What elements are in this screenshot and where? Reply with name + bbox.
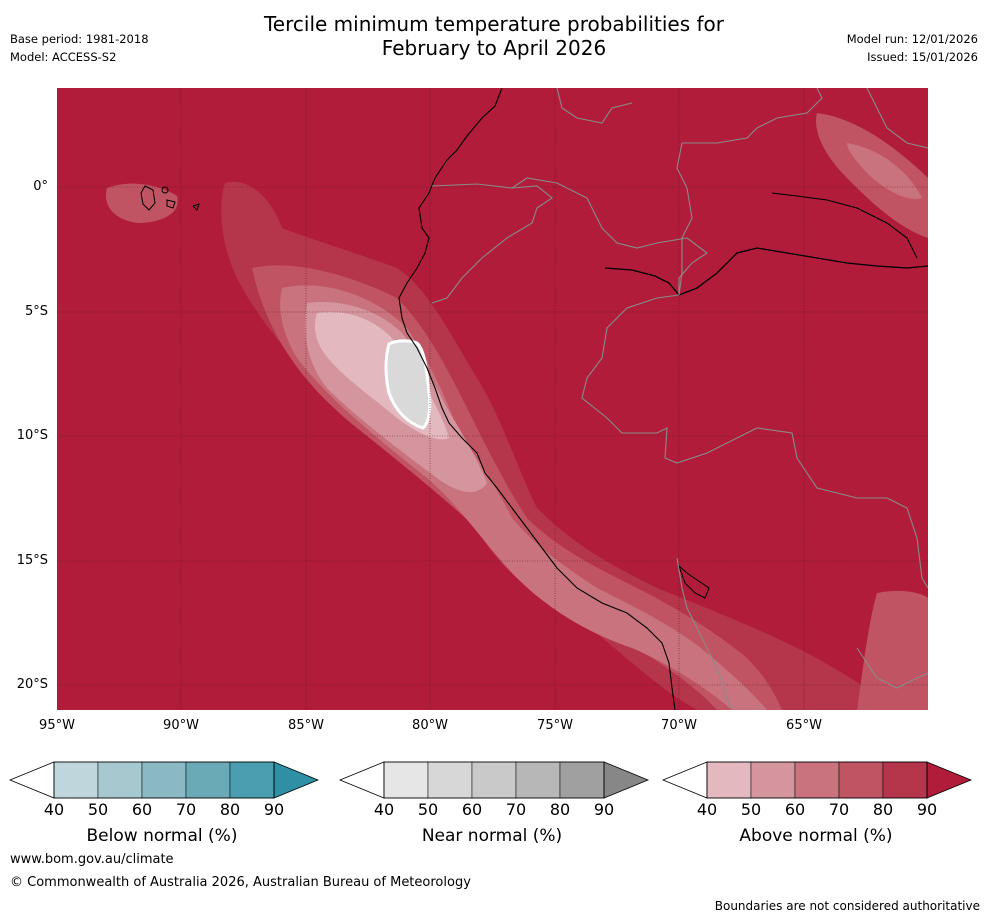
legend-above-tick-90: 90 [916, 800, 938, 819]
lon-label-65w: 65°W [786, 718, 822, 733]
lon-label-70w: 70°W [661, 718, 697, 733]
legend-below-high-extension [273, 761, 320, 799]
footer-note: Boundaries are not considered authoritat… [714, 899, 980, 913]
graticule [57, 88, 928, 710]
near-normal-area [384, 339, 432, 430]
lat-label-0: 0° [33, 179, 48, 194]
legend-label-above: Above normal (%) [739, 826, 893, 846]
legend-near-swatch-40 [383, 761, 429, 799]
legend-label-near: Near normal (%) [421, 826, 563, 846]
legend-near-swatch-50 [427, 761, 473, 799]
map-title: Tercile minimum temperature probabilitie… [0, 12, 988, 60]
country-borders [431, 88, 928, 710]
legend-above-low-extension [661, 761, 708, 799]
legend-below-swatch-40 [53, 761, 99, 799]
legend-above-tick-40: 40 [696, 800, 718, 819]
legend-above-swatch-80 [882, 761, 928, 799]
legend-colorbars [8, 761, 973, 799]
legend-below-swatch-70 [185, 761, 231, 799]
contour-shading [105, 113, 928, 710]
lake-titicaca [677, 564, 710, 599]
model-name: Model: ACCESS-S2 [10, 50, 117, 64]
legend-above-tick-70: 70 [828, 800, 850, 819]
galapagos-islands [140, 185, 200, 211]
legend-near-tick-60: 60 [461, 800, 483, 819]
base-period: Base period: 1981-2018 [10, 32, 149, 46]
legend-above-high-extension [926, 761, 973, 799]
probability-map [57, 88, 928, 710]
legend-below-swatch-60 [141, 761, 187, 799]
meta-left: Base period: 1981-2018 Model: ACCESS-S2 [10, 30, 149, 66]
title-line-1: Tercile minimum temperature probabilitie… [263, 12, 725, 36]
amazon-river [604, 247, 928, 296]
footer-copyright: © Commonwealth of Australia 2026, Austra… [10, 875, 471, 890]
lat-label-5s: 5°S [24, 304, 48, 319]
legend-below-low-extension [8, 761, 55, 799]
legend-below-tick-70: 70 [175, 800, 197, 819]
lat-label-20s: 20°S [16, 677, 48, 692]
legend-below-tick-60: 60 [131, 800, 153, 819]
lat-label-10s: 10°S [16, 428, 48, 443]
contour-galapagos [105, 183, 178, 223]
legend-above-swatch-50 [750, 761, 796, 799]
legend-below-tick-90: 90 [263, 800, 285, 819]
legend-above-tick-60: 60 [784, 800, 806, 819]
legend-below-swatch-50 [97, 761, 143, 799]
legend-above-tick-50: 50 [740, 800, 762, 819]
legend-above-swatch-60 [794, 761, 840, 799]
legend-above-tick-80: 80 [872, 800, 894, 819]
legend-below-tick-40: 40 [43, 800, 65, 819]
contour-east [857, 590, 928, 710]
legend-label-below: Below normal (%) [86, 826, 238, 846]
above-normal-background [57, 88, 928, 710]
legend-below-swatch-80 [229, 761, 275, 799]
title-line-2: February to April 2026 [381, 36, 607, 60]
negro-river [771, 192, 918, 259]
issued-date: Issued: 15/01/2026 [867, 50, 978, 64]
legend-above-swatch-40 [706, 761, 752, 799]
lat-label-15s: 15°S [16, 553, 48, 568]
lon-label-95w: 95°W [39, 718, 75, 733]
legend-near-border [383, 761, 605, 799]
coastline [398, 88, 676, 710]
legend-near-swatch-70 [515, 761, 561, 799]
model-run: Model run: 12/01/2026 [846, 32, 978, 46]
legend-above-border [706, 761, 928, 799]
lon-label-85w: 85°W [288, 718, 324, 733]
legend-below-tick-80: 80 [219, 800, 241, 819]
legend-near-swatch-80 [559, 761, 605, 799]
meta-right: Model run: 12/01/2026 Issued: 15/01/2026 [847, 30, 978, 66]
legend-near-swatch-60 [471, 761, 517, 799]
legend-near-tick-90: 90 [593, 800, 615, 819]
lon-label-90w: 90°W [163, 718, 199, 733]
legend-near-tick-40: 40 [373, 800, 395, 819]
legend-below-border [53, 761, 275, 799]
lon-label-75w: 75°W [537, 718, 573, 733]
footer-url: www.bom.gov.au/climate [10, 852, 174, 867]
lon-label-80w: 80°W [412, 718, 448, 733]
legend-below-tick-50: 50 [87, 800, 109, 819]
legend-near-high-extension [603, 761, 650, 799]
legend-near-tick-70: 70 [505, 800, 527, 819]
legend-near-tick-80: 80 [549, 800, 571, 819]
contour-lighter-north [847, 143, 922, 199]
legend-above-swatch-70 [838, 761, 884, 799]
legend-near-low-extension [338, 761, 385, 799]
legend-near-tick-50: 50 [417, 800, 439, 819]
